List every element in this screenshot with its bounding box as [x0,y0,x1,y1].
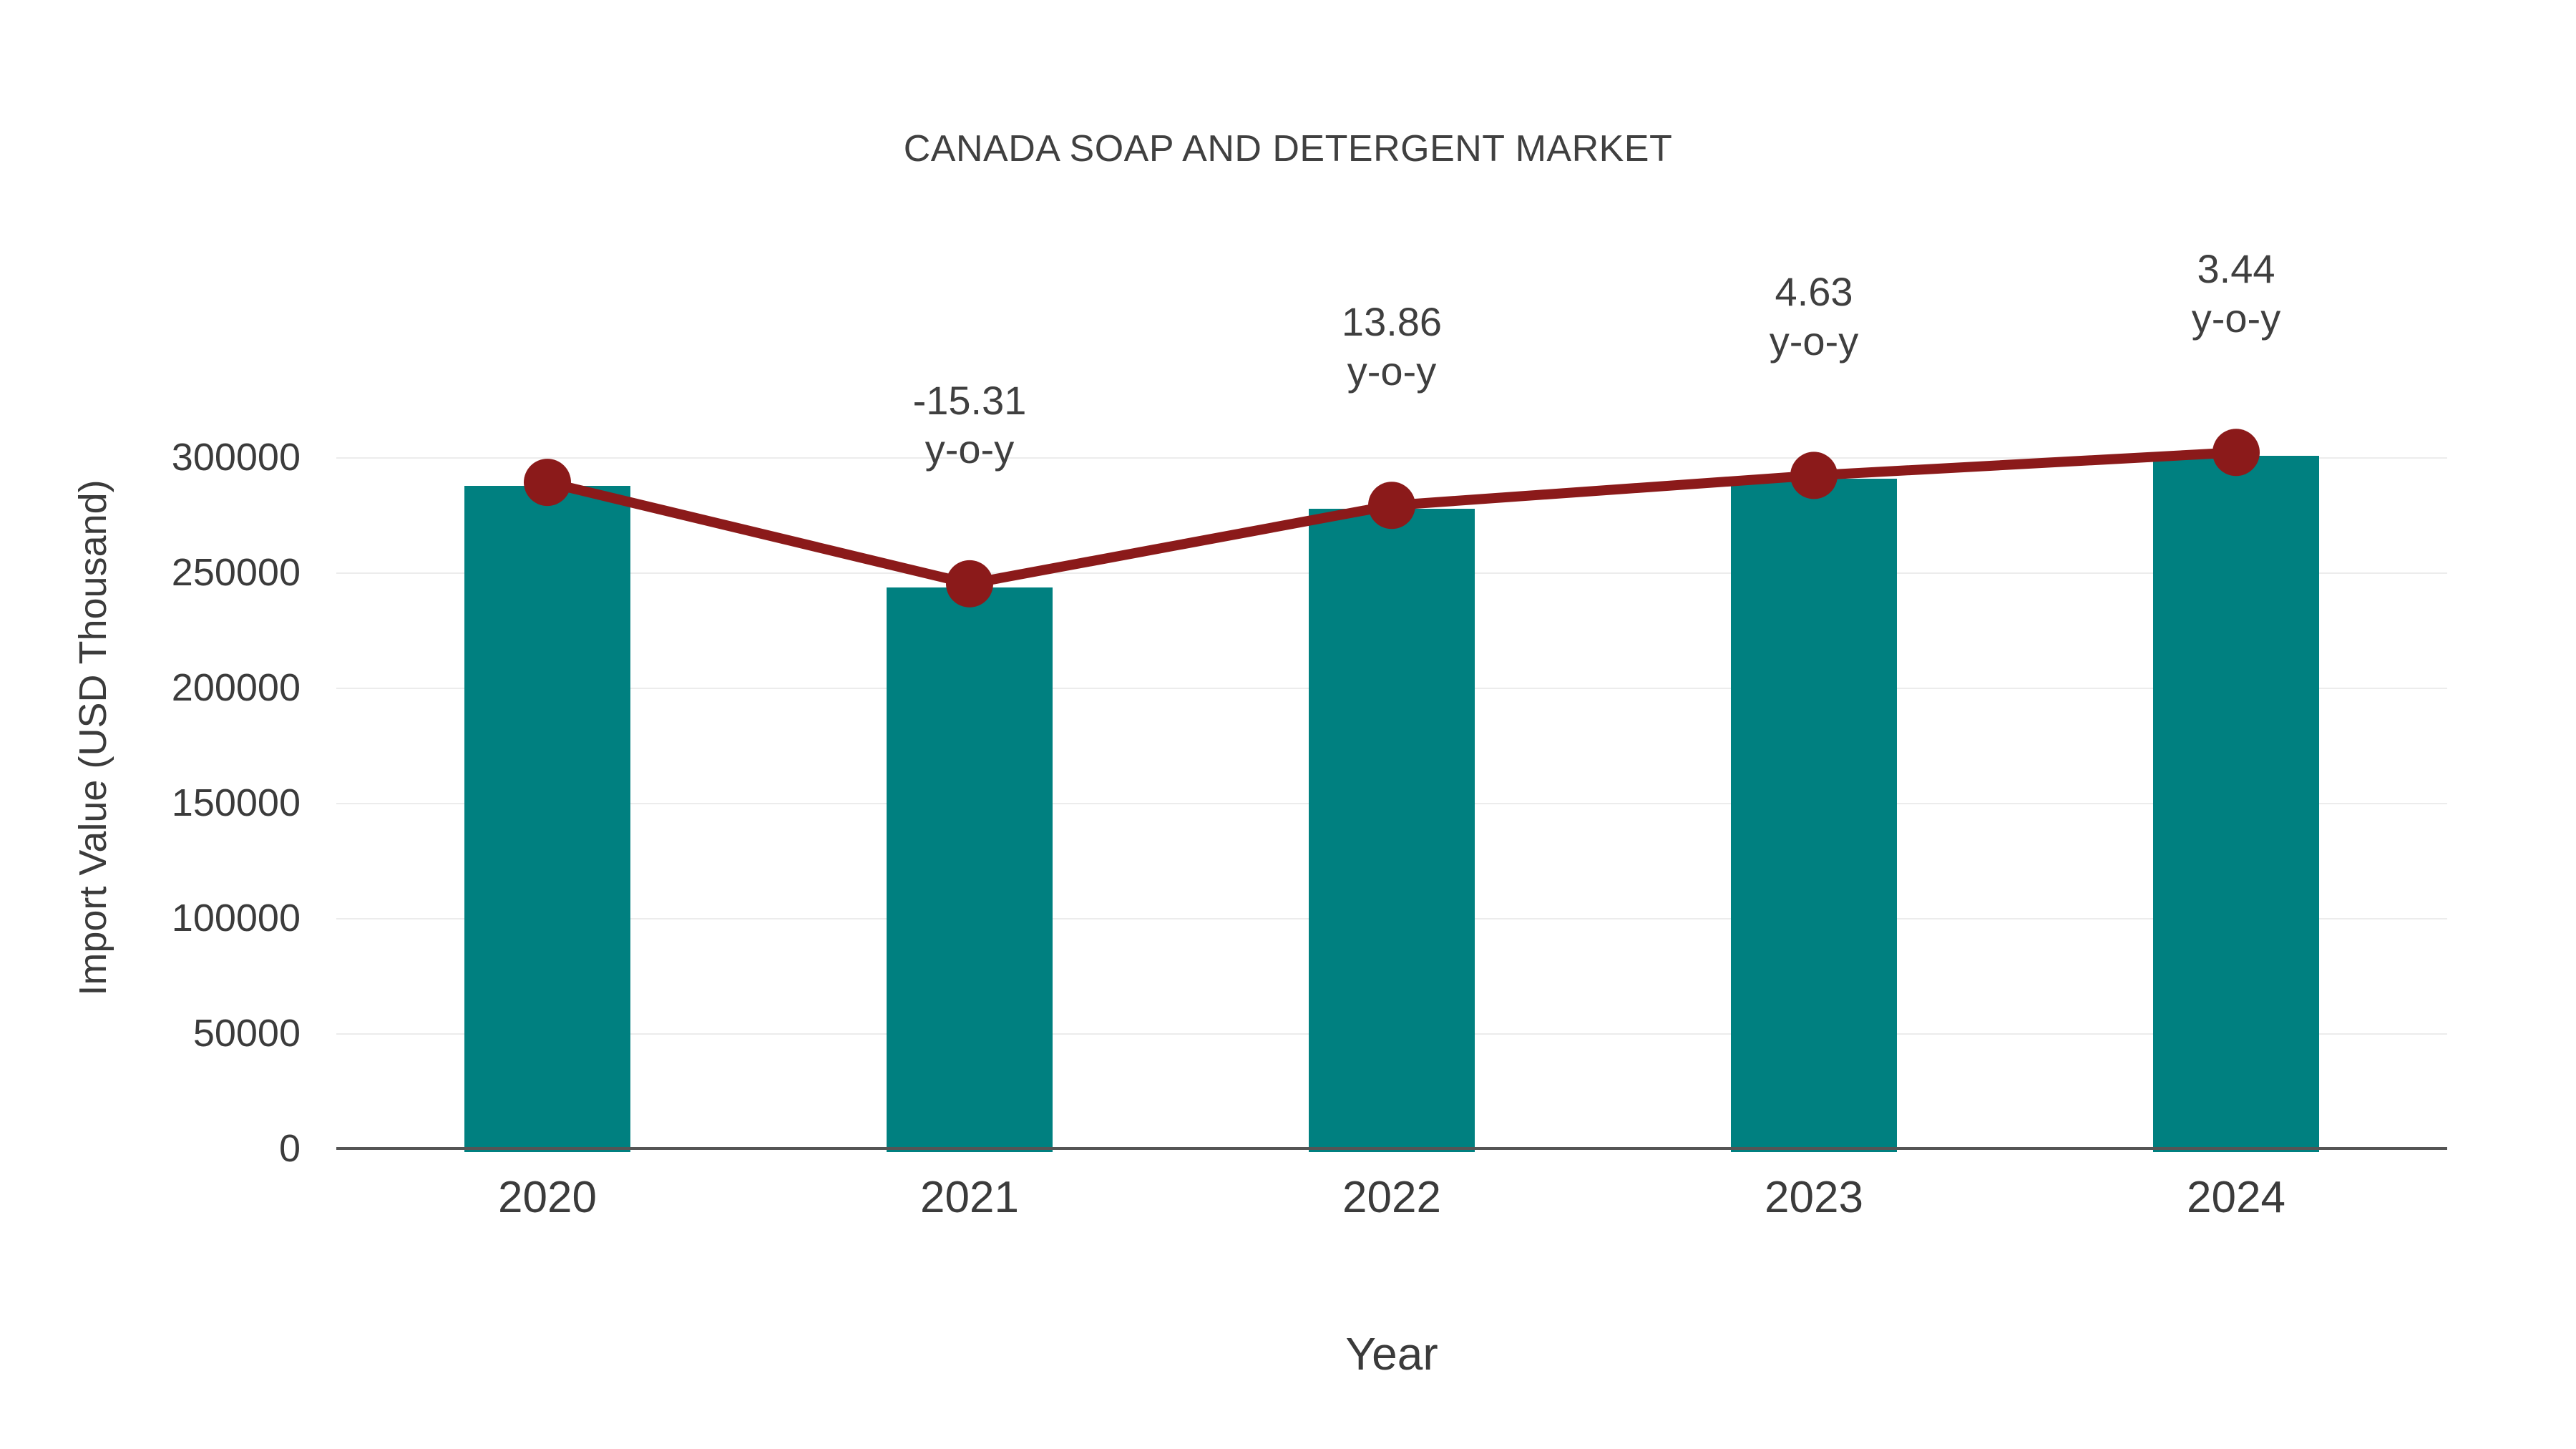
x-axis-tick-label: 2021 [920,1173,1019,1222]
y-axis-tick-label: 100000 [171,896,301,940]
y-axis-tick-label: 150000 [171,781,301,824]
x-axis-tick-label: 2022 [1342,1173,1441,1222]
x-axis-tick-label: 2020 [498,1173,597,1222]
bar[interactable] [1309,509,1475,1152]
y-axis-tick-label: 200000 [171,665,301,709]
annotation-label: -15.31 y-o-y [798,376,1141,474]
annotation-label: 4.63 y-o-y [1642,268,1986,366]
annotation-label: 3.44 y-o-y [2064,245,2408,343]
y-axis-tick-label: 250000 [171,550,301,594]
annotation-suffix: y-o-y [1347,348,1437,394]
annotation-value: 4.63 [1775,269,1853,315]
x-axis-tick-label: 2024 [2187,1173,2285,1222]
bar[interactable] [887,587,1053,1152]
x-axis-tick-label: 2023 [1765,1173,1863,1222]
annotation-value: 3.44 [2197,246,2275,292]
annotation-suffix: y-o-y [924,426,1015,472]
bar[interactable] [1731,479,1897,1152]
annotation-value: 13.86 [1341,299,1443,345]
y-axis-tick-label: 300000 [171,435,301,479]
bar[interactable] [2153,456,2319,1152]
bar[interactable] [464,486,630,1152]
x-axis-line [336,1147,2447,1150]
x-axis-title: Year [1345,1328,1438,1380]
y-axis-tick-label: 0 [278,1127,301,1170]
gridline [336,457,2447,459]
chart-title: CANADA SOAP AND DETERGENT MARKET [903,128,1673,170]
annotation-suffix: y-o-y [1769,318,1859,364]
y-axis-tick-label: 50000 [192,1011,301,1055]
plot-area [336,429,2447,1152]
annotation-value: -15.31 [912,377,1027,423]
annotation-label: 13.86 y-o-y [1220,298,1563,396]
annotation-suffix: y-o-y [2191,295,2281,341]
